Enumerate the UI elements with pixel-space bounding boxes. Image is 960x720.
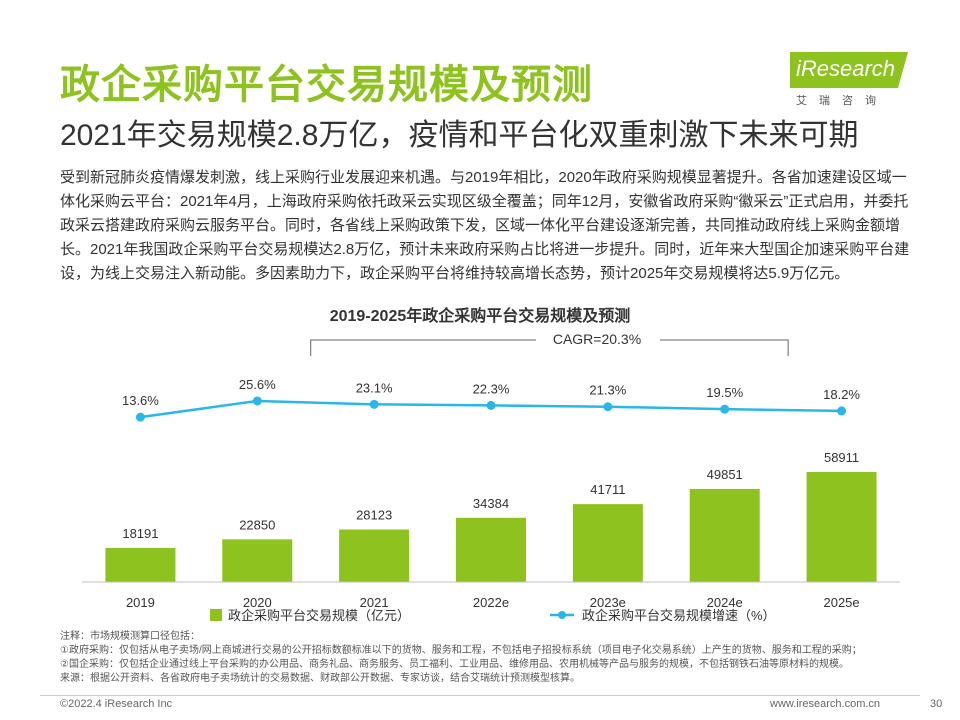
bar-value-label: 58911: [824, 450, 859, 465]
legend-bar-swatch: [210, 609, 222, 621]
chart-title: 2019-2025年政企采购平台交易规模及预测: [329, 308, 631, 325]
notes: 注释：市场规模测算口径包括： ①政府采购：仅包括从电子卖场/网上商城进行交易的公…: [60, 630, 940, 686]
growth-point: [837, 406, 847, 416]
growth-value-label: 19.5%: [706, 385, 743, 400]
intro-paragraph: 受到新冠肺炎疫情爆发刺激，线上采购行业发展迎来机遇。与2019年相比，2020年…: [60, 169, 910, 282]
bar-2021: [339, 529, 410, 582]
x-tick-label: 2025e: [823, 595, 859, 610]
footer-website[interactable]: www.iresearch.com.cn: [770, 698, 881, 710]
bar-value-label: 18191: [122, 526, 158, 541]
x-tick-label: 2021: [360, 595, 389, 610]
iresearch-logo: iResearch 艾瑞咨询: [790, 52, 908, 112]
footer-divider: [40, 695, 920, 696]
page-title: 政企采购平台交易规模及预测: [60, 63, 593, 107]
page-subtitle: 2021年交易规模2.8万亿，疫情和平台化双重刺激下未来可期: [60, 119, 859, 152]
bar-value-label: 22850: [239, 517, 275, 532]
note-line: ①政府采购：仅包括从电子卖场/网上商城进行交易的公开招标数额标准以下的货物、服务…: [60, 645, 862, 656]
bar-2020: [222, 539, 293, 582]
x-tick-label: 2022e: [473, 595, 509, 610]
bar-value-label: 41711: [590, 482, 625, 497]
cagr-label: CAGR=20.3%: [553, 331, 641, 347]
note-line: ②国企采购：仅包括企业通过线上平台采购的办公用品、商务礼品、商务服务、员工福利、…: [60, 659, 849, 670]
logo-brand: iResearch: [796, 56, 896, 81]
growth-value-label: 25.6%: [239, 377, 276, 392]
growth-value-label: 23.1%: [356, 380, 393, 395]
growth-point: [486, 400, 496, 410]
logo-shape: [790, 52, 908, 88]
x-tick-label: 2024e: [707, 595, 743, 610]
growth-point: [720, 404, 730, 414]
bar-value-label: 28123: [356, 507, 392, 522]
legend-bar-label: 政企采购平台交易规模（亿元）: [228, 608, 410, 623]
x-tick-label: 2019: [126, 595, 155, 610]
growth-point: [252, 396, 262, 406]
cagr-label-bg: [536, 328, 660, 350]
bar-2019: [105, 548, 176, 582]
growth-point: [369, 399, 379, 409]
bar-2025e: [806, 472, 877, 582]
growth-value-label: 22.3%: [473, 381, 510, 396]
legend-line-label: 政企采购平台交易规模增速（%）: [582, 608, 776, 623]
source-line: 来源：根据公开资料、各省政府电子卖场统计的交易数据、财政部公开数据、专家访谈，结…: [60, 673, 580, 684]
bar-value-label: 34384: [473, 496, 509, 511]
growth-value-label: 18.2%: [823, 387, 860, 402]
note-line: 注释：市场规模测算口径包括：: [60, 631, 200, 642]
growth-value-label: 13.6%: [122, 393, 159, 408]
growth-point: [603, 402, 613, 412]
growth-point: [135, 412, 145, 422]
bar-value-label: 49851: [707, 467, 743, 482]
footer-copyright: ©2022.4 iResearch Inc: [60, 698, 173, 710]
bar-line-chart: CAGR=20.3% 18191 2019 22850 2020 28123 2021 343…: [82, 328, 900, 623]
page-number: 30: [930, 698, 943, 710]
bar-2024e: [689, 488, 760, 582]
bar-2023e: [572, 504, 643, 582]
legend-line-marker: [558, 611, 566, 619]
x-tick-label: 2023e: [590, 595, 626, 610]
growth-value-label: 21.3%: [589, 383, 626, 398]
x-tick-label: 2020: [243, 595, 272, 610]
bar-2022e: [456, 517, 526, 582]
logo-cn: 艾瑞咨询: [796, 95, 888, 107]
